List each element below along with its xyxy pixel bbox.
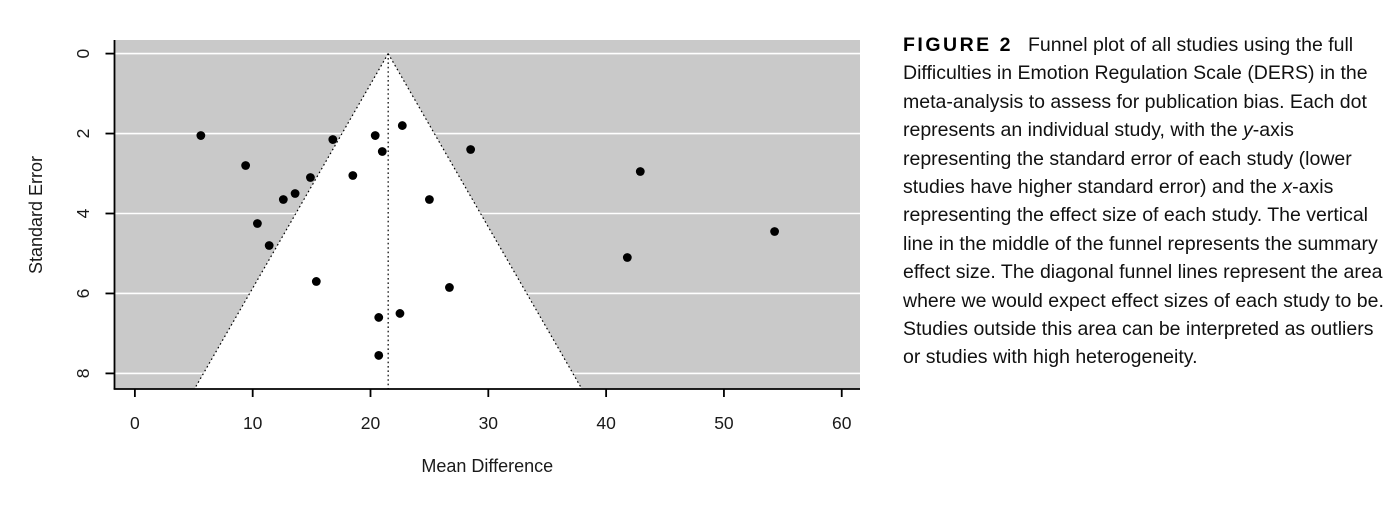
caption-segment: x — [1282, 176, 1293, 199]
y-tick-label: 4 — [73, 208, 93, 218]
caption-segment: -axis representing the effect size of ea… — [903, 176, 1384, 369]
data-point — [445, 283, 454, 292]
y-tick-label: 6 — [73, 289, 93, 299]
data-point — [425, 195, 434, 204]
x-tick-label: 50 — [714, 413, 734, 433]
data-point — [395, 309, 405, 318]
data-point — [466, 145, 476, 154]
data-point — [374, 351, 384, 360]
data-point — [635, 167, 645, 176]
figure-label: FIGURE 2 — [903, 34, 1013, 56]
funnel-left-edge — [193, 53, 389, 390]
figure-caption: FIGURE 2 Funnel plot of all studies using… — [903, 31, 1389, 372]
x-tick-label: 20 — [361, 413, 381, 433]
data-point — [370, 131, 380, 140]
data-point — [377, 147, 387, 156]
x-tick-label: 0 — [130, 413, 140, 433]
x-tick-label: 10 — [243, 413, 263, 433]
caption-segment: -axis representing the standard error of… — [903, 119, 1352, 199]
data-point — [306, 173, 315, 182]
data-point — [397, 121, 407, 130]
data-point — [290, 189, 300, 198]
x-tick-label: 60 — [832, 413, 852, 433]
y-tick-label: 2 — [73, 129, 93, 139]
data-point — [278, 195, 288, 204]
data-point — [264, 241, 274, 250]
funnel-right-edge — [387, 53, 583, 390]
data-point — [374, 313, 384, 322]
data-point — [328, 135, 338, 144]
funnel-plot-svg: 0 2 4 6 8 0 10 20 30 40 50 60 Mean Difference Standar… — [26, 40, 860, 476]
y-tick-label: 8 — [73, 369, 93, 379]
data-point — [253, 219, 262, 228]
data-point — [241, 161, 251, 170]
data-point — [196, 131, 206, 140]
funnel-plot: 0 2 4 6 8 0 10 20 30 40 50 60 Mean Difference Standar… — [26, 40, 860, 476]
y-tick-label: 0 — [73, 48, 93, 58]
data-point — [348, 171, 358, 180]
caption-text: Funnel plot of all studies using the ful… — [903, 34, 1384, 368]
data-point — [311, 277, 321, 286]
x-tick-label: 40 — [596, 413, 616, 433]
x-axis-title: Mean Difference — [421, 456, 553, 476]
data-point — [770, 227, 779, 236]
caption-segment: Funnel plot of all studies using the ful… — [903, 34, 1368, 142]
y-axis-title: Standard Error — [26, 156, 46, 274]
x-tick-label: 30 — [479, 413, 499, 433]
caption-segment: y — [1243, 119, 1253, 142]
data-point — [622, 253, 632, 262]
